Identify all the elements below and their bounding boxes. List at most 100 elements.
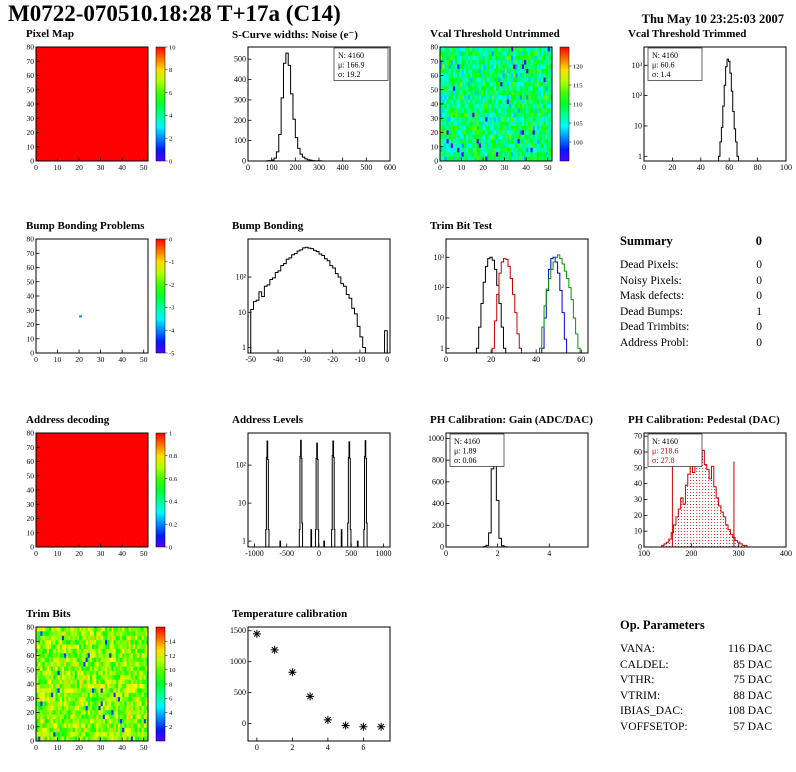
svg-text:0: 0 <box>34 355 38 364</box>
svg-text:80: 80 <box>27 429 35 438</box>
summary-row-value: 0 <box>756 290 762 302</box>
svg-text:4: 4 <box>169 113 173 120</box>
svg-text:-20: -20 <box>327 355 338 364</box>
svg-text:50: 50 <box>27 471 35 480</box>
svg-text:115: 115 <box>573 82 583 89</box>
svg-text:60: 60 <box>634 448 642 457</box>
svg-text:σ: 19.2: σ: 19.2 <box>338 70 361 79</box>
svg-text:300: 300 <box>313 163 325 172</box>
svg-text:50: 50 <box>140 549 148 558</box>
svg-text:10: 10 <box>54 355 62 364</box>
svg-text:σ: 27.8: σ: 27.8 <box>652 456 675 465</box>
svg-text:110: 110 <box>573 101 583 108</box>
page-title: M0722-070510.18:28 T+17a (C14) <box>8 1 341 26</box>
svg-text:10: 10 <box>169 44 176 51</box>
svg-text:20: 20 <box>668 163 676 172</box>
summary-row-label: Dead Trimbits: <box>620 321 690 333</box>
svg-text:6: 6 <box>361 743 365 752</box>
svg-text:1: 1 <box>169 430 172 437</box>
chart-title: Trim Bit Test <box>430 220 493 232</box>
svg-text:20: 20 <box>75 355 83 364</box>
chart-title: S-Curve widths: Noise (e⁻) <box>232 29 358 41</box>
svg-text:100: 100 <box>780 163 792 172</box>
svg-text:0: 0 <box>30 349 34 358</box>
svg-text:10: 10 <box>634 121 642 130</box>
op-parameter-label: VTRIM: <box>620 689 661 702</box>
svg-text:200: 200 <box>289 163 301 172</box>
svg-text:500: 500 <box>345 549 357 558</box>
svg-text:0: 0 <box>242 719 246 728</box>
chart-ph-gain: PH Calibration: Gain (ADC/DAC) 0 2 4 0 200 40… <box>416 414 598 562</box>
op-parameter-label: VANA: <box>620 643 655 655</box>
svg-text:30: 30 <box>97 355 105 364</box>
chart-address-decoding: Address decoding 0 0.2 0.4 0.6 0.8 1 0 10 20 30 40… <box>12 414 194 562</box>
svg-text:30: 30 <box>97 549 105 558</box>
svg-text:μ: 218.6: μ: 218.6 <box>652 447 679 456</box>
op-parameter-label: CALDEL: <box>620 658 669 671</box>
svg-text:60: 60 <box>27 71 35 80</box>
svg-text:μ: 166.9: μ: 166.9 <box>338 61 365 70</box>
svg-text:30: 30 <box>501 163 509 172</box>
svg-text:10²: 10² <box>236 273 247 282</box>
svg-text:N: 4160: N: 4160 <box>338 51 364 60</box>
summary-total: 0 <box>755 234 762 248</box>
op-parameter-label: IBIAS_DAC: <box>620 705 684 717</box>
svg-text:-1000: -1000 <box>245 549 264 558</box>
summary-row-label: Dead Bumps: <box>620 305 683 318</box>
svg-text:10: 10 <box>27 142 35 151</box>
svg-text:120: 120 <box>573 63 583 70</box>
svg-text:10: 10 <box>27 722 35 731</box>
svg-text:500: 500 <box>234 55 246 64</box>
svg-text:40: 40 <box>431 100 439 109</box>
svg-text:2: 2 <box>169 136 172 143</box>
svg-text:40: 40 <box>118 743 126 752</box>
svg-text:10: 10 <box>27 528 35 537</box>
svg-text:2: 2 <box>496 549 500 558</box>
chart-title: Bump Bonding Problems <box>26 220 145 232</box>
svg-text:6: 6 <box>169 696 173 703</box>
summary-row: Noisy Pixels: 0 <box>620 274 762 290</box>
svg-text:70: 70 <box>431 57 439 66</box>
svg-text:40: 40 <box>634 479 642 488</box>
svg-text:30: 30 <box>97 743 105 752</box>
svg-text:400: 400 <box>780 549 792 558</box>
svg-text:μ: 60.6: μ: 60.6 <box>652 61 675 70</box>
chart-scurve-noise: S-Curve widths: Noise (e⁻) 0 100 200 300 400… <box>218 28 400 176</box>
svg-text:70: 70 <box>27 249 35 258</box>
op-parameter-value: 75 DAC <box>733 674 772 686</box>
svg-text:80: 80 <box>431 43 439 52</box>
svg-text:200: 200 <box>234 116 246 125</box>
op-parameter-value: 116 DAC <box>728 643 772 655</box>
svg-text:60: 60 <box>27 651 35 660</box>
chart-title: Address Levels <box>232 414 303 426</box>
summary-row-label: Noisy Pixels: <box>620 274 682 287</box>
chart-title: Temperature calibration <box>232 608 348 620</box>
svg-text:-10: -10 <box>355 355 366 364</box>
svg-text:0.4: 0.4 <box>169 499 178 506</box>
svg-text:60: 60 <box>431 71 439 80</box>
ph-pedestal-canvas: 100 200 300 400 0 10 20 30 40 50 60 70 N: 4160 μ: 218… <box>614 428 794 562</box>
svg-text:14: 14 <box>169 639 176 646</box>
chart-trim-bit-test: Trim Bit Test 0 20 40 60 1 10 10² 10³ <box>416 220 598 368</box>
op-parameters-panel: Op. Parameters VANA: 116 DAC CALDEL: 85 … <box>620 618 772 735</box>
summary-row: Mask defects: 0 <box>620 289 762 305</box>
summary-row-value: 0 <box>756 259 762 271</box>
svg-text:20: 20 <box>75 549 83 558</box>
svg-text:50: 50 <box>27 665 35 674</box>
svg-text:20: 20 <box>634 511 642 520</box>
svg-text:20: 20 <box>27 128 35 137</box>
svg-text:500: 500 <box>234 688 246 697</box>
svg-text:80: 80 <box>27 235 35 244</box>
svg-text:20: 20 <box>27 708 35 717</box>
svg-text:0: 0 <box>385 355 389 364</box>
svg-text:-2: -2 <box>169 282 174 289</box>
svg-text:600: 600 <box>384 163 396 172</box>
svg-text:8: 8 <box>169 681 172 688</box>
svg-text:-1: -1 <box>169 259 174 266</box>
temperature-canvas: 0 2 4 6 0 500 1000 1500 <box>218 622 398 756</box>
chart-title: Trim Bits <box>26 608 71 620</box>
op-parameter-value: 108 DAC <box>727 705 772 717</box>
chart-bump-bonding: Bump Bonding -50 -40 -30 -20 -10 0 1 10 10² <box>218 220 400 368</box>
svg-text:300: 300 <box>733 549 745 558</box>
